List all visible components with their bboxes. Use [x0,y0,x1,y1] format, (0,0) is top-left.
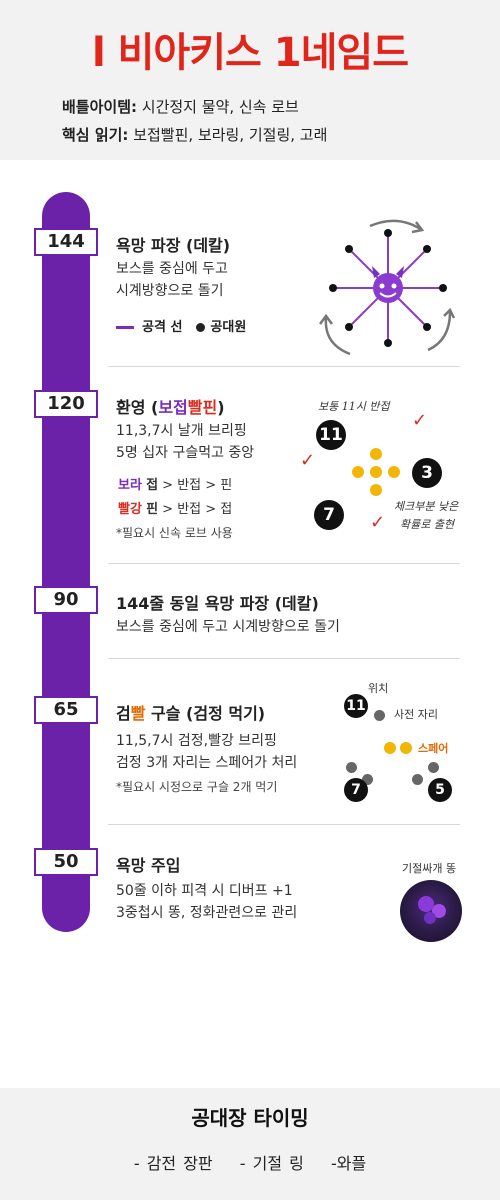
raid-members [329,229,447,347]
orb-grey [374,710,385,721]
orb-grey [346,762,357,773]
orb-blob [424,912,436,924]
devil-boss-icon [372,266,404,303]
section-divider [108,366,460,367]
phase-badge-50: 50 [34,848,98,876]
wave-diagram [319,219,456,356]
footer: 공대장 타이밍 - 감전 장판 - 기절 링 -와플 [0,1088,500,1200]
footer-item: - 감전 장판 [133,1154,213,1173]
diagram-legend: 공격 선 공대원 [116,316,246,335]
priority-purple: 보라 접 > 반접 > 핀 [118,474,232,493]
label-spare: 스페어 [418,742,449,755]
section-line: 11,3,7시 날개 브리핑 [116,423,247,439]
orb-grey [362,774,373,785]
core-read-row: 핵심 읽기: 보접빨핀, 보라링, 기절링, 고래 [62,124,327,145]
core-read-label: 핵심 읽기: [62,126,129,144]
section-line: 보스를 중심에 두고 시계방향으로 돌기 [116,619,340,635]
orb [384,742,396,754]
battle-item-label: 배틀아이템: [62,98,137,116]
battle-item-value: 시간정지 물약, 신속 로브 [141,98,299,116]
title-text: 구슬 (검정 먹기) [145,704,266,723]
timeline-bar [42,192,90,932]
section-note: *필요시 신속 로브 사용 [116,526,233,540]
debuff-orb-image [400,880,462,942]
position-5: 5 [428,778,452,802]
section-line: 50줄 이하 피격 시 디버프 +1 [116,883,293,899]
orb [370,466,382,478]
phase-badge-120: 120 [34,390,98,418]
title-text: 검 [116,704,131,723]
check-mark-icon: ✓ [412,410,428,431]
footer-title: 공대장 타이밍 [191,1106,309,1130]
section-line: 3중첩시 똥, 정화관련으로 관리 [116,905,298,921]
phase-badge-65: 65 [34,696,98,724]
position-11: 11 [316,420,346,450]
section-title: 욕망 파장 (데칼) [116,236,231,255]
section-note: *필요시 시정으로 구슬 2개 먹기 [116,780,278,794]
page-title: l 비아키스 1네임드 [92,30,409,76]
orb [370,484,382,496]
priority-color: 보라 [118,478,142,493]
position-7: 7 [314,500,344,530]
attack-line-swatch [116,326,134,329]
handwritten-note: 확률로 출현 [400,518,455,531]
section-line: 5명 십자 구슬먹고 중앙 [116,445,255,461]
orb-blob [432,904,446,918]
section-divider [108,563,460,564]
priority-key: 접 [146,478,159,493]
priority-red: 빨강 핀 > 반접 > 접 [118,498,232,517]
position-11: 11 [344,694,368,718]
section-line: 검정 3개 자리는 스페어가 처리 [116,755,298,771]
section-divider [108,824,460,825]
section-title: 검빨 구슬 (검정 먹기) [116,700,265,724]
section-line: 11,5,7시 검정,빨강 브리핑 [116,733,277,749]
legend-attack-line: 공격 선 [142,320,183,335]
title-highlight-orange: 빨 [130,704,146,723]
legend-raid-member: 공대원 [210,320,247,335]
position-3: 3 [412,458,442,488]
footer-item: - 기절 링 [239,1154,304,1173]
orb [388,466,400,478]
footer-item: -와플 [330,1154,367,1173]
header: l 비아키스 1네임드 배틀아이템: 시간정지 물약, 신속 로브 핵심 읽기:… [0,0,500,160]
core-read-value: 보접빨핀, 보라링, 기절링, 고래 [133,126,328,144]
title-text: 환영 ( [116,398,159,417]
section-line: 시계방향으로 돌기 [116,283,224,299]
clockwise-arrows-icon [319,219,456,356]
priority-rest: > 반접 > 접 [162,502,233,517]
phase-badge-144: 144 [34,228,98,256]
title-highlight-red: 빨핀 [187,398,218,417]
orb-grey [412,774,423,785]
section-title: 144줄 동일 욕망 파장 (데칼) [116,594,319,613]
battle-item-row: 배틀아이템: 시간정지 물약, 신속 로브 [62,96,299,117]
section-divider [108,658,460,659]
handwritten-note: 보통 11시 반접 [318,400,390,413]
orb-grey [428,762,439,773]
phase-badge-90: 90 [34,586,98,614]
handwritten-note: 체크부분 낮은 [394,500,459,513]
section-line: 보스를 중심에 두고 [116,261,228,277]
orb [370,448,382,460]
label-position: 위치 [368,682,389,695]
label-fixed-spot: 사전 자리 [394,708,438,721]
title-text: ) [217,398,225,417]
priority-key: 핀 [146,502,159,517]
check-mark-icon: ✓ [370,512,386,533]
priority-color: 빨강 [118,502,142,517]
orb-blob [418,896,434,912]
raid-member-dot [196,323,206,332]
orb [400,742,412,754]
footer-items: - 감전 장판 - 기절 링 -와플 [0,1150,500,1174]
position-7: 7 [344,778,368,802]
check-mark-icon: ✓ [300,450,316,471]
title-highlight-purple: 보접 [158,398,188,417]
priority-rest: > 반접 > 핀 [162,478,233,493]
image-caption: 기절싸개 똥 [402,862,457,875]
section-title: 욕망 주입 [116,856,181,875]
section-title: 환영 (보접빨핀) [116,394,225,418]
orb [352,466,364,478]
